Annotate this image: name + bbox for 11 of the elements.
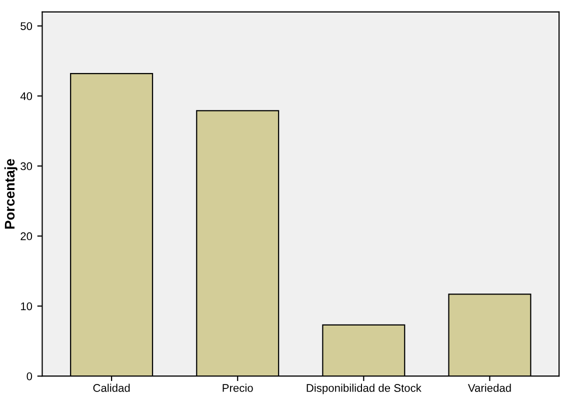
x-tick-label: Variedad	[468, 384, 511, 392]
x-tick-label: Calidad	[93, 384, 130, 392]
x-tick-label: Precio	[222, 384, 253, 392]
y-tick-label: 10	[20, 302, 32, 310]
y-tick-label: 0	[26, 372, 32, 380]
y-tick-label: 50	[20, 22, 32, 30]
y-tick-label: 20	[20, 232, 32, 240]
y-tick-label: 30	[20, 162, 32, 170]
y-tick-label: 40	[20, 92, 32, 100]
y-axis-title: Porcentaje	[4, 158, 18, 229]
x-tick-label: Disponibilidad de Stock	[306, 384, 422, 394]
